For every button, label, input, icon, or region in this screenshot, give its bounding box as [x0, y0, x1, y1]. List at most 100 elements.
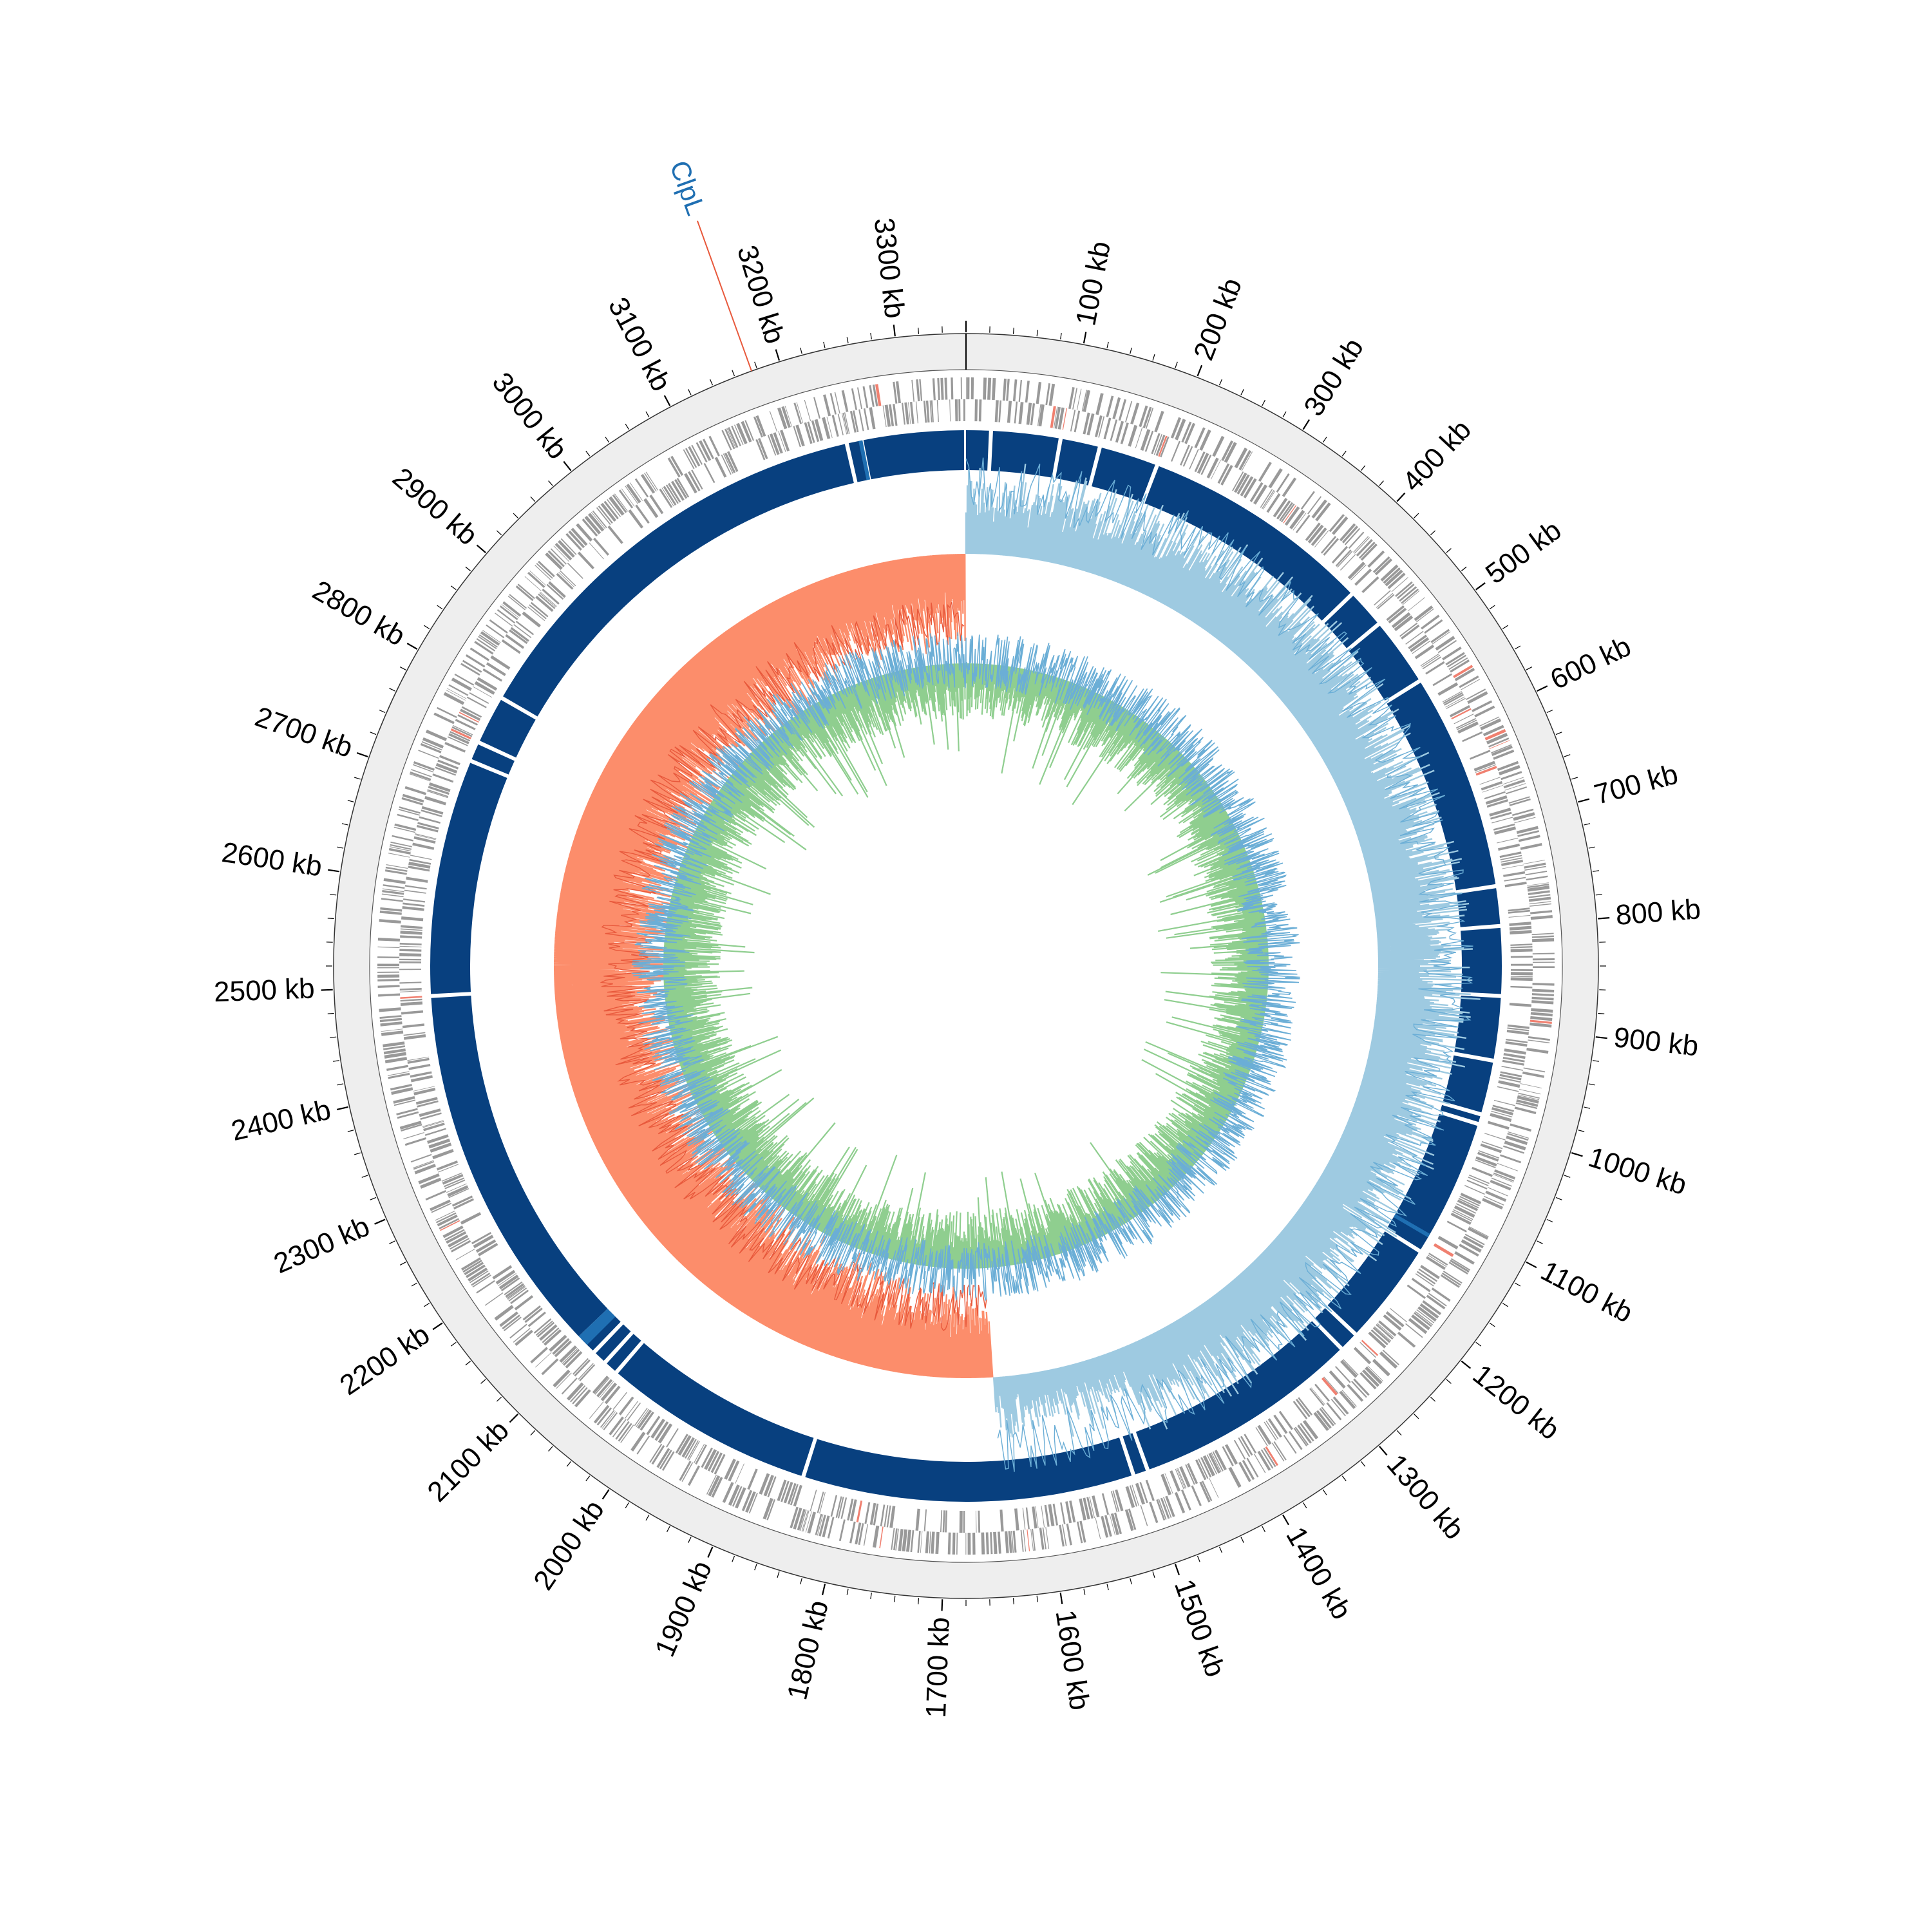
minor-tick	[389, 688, 395, 692]
cds-block	[724, 428, 735, 450]
cds-block	[476, 1280, 495, 1294]
cds-block	[401, 925, 423, 929]
cds-block	[621, 488, 635, 507]
cds-block	[383, 1041, 405, 1048]
cds-block	[1405, 1323, 1423, 1338]
minor-tick	[1361, 465, 1366, 471]
cds-block	[1491, 1177, 1512, 1187]
cds-block	[1454, 714, 1474, 724]
minor-tick	[1489, 605, 1495, 610]
cds-block	[627, 1402, 641, 1421]
cds-block	[404, 889, 426, 894]
cds-block	[1103, 417, 1112, 440]
cds-block	[1037, 404, 1041, 426]
cds-block	[420, 1177, 442, 1189]
cds-block	[869, 407, 876, 430]
cds-block	[509, 594, 527, 609]
cds-block	[1101, 1493, 1110, 1515]
cds-block	[1086, 1497, 1094, 1519]
cds-block	[427, 789, 449, 797]
minor-tick	[732, 370, 735, 377]
minor-tick	[1446, 1379, 1452, 1384]
minor-tick	[1537, 1240, 1543, 1244]
cds-block	[1288, 1430, 1303, 1450]
cds-block	[377, 971, 400, 973]
cds-block	[1493, 1174, 1514, 1183]
cds-block	[753, 416, 763, 438]
cds-block	[1243, 478, 1257, 498]
cds-block	[741, 1490, 753, 1511]
cds-block	[668, 483, 681, 503]
cds-block	[1411, 1278, 1431, 1293]
major-tick	[775, 349, 781, 361]
cds-block	[1115, 1489, 1124, 1511]
cds-block	[452, 724, 473, 735]
cds-block	[1421, 614, 1440, 630]
cds-block	[1510, 930, 1532, 935]
cds-block	[1070, 410, 1076, 431]
cds-block	[1302, 1419, 1319, 1440]
cds-block	[473, 1235, 494, 1249]
cds-block	[421, 806, 444, 815]
cds-block	[459, 712, 479, 723]
cds-block	[403, 1132, 425, 1140]
cds-block	[515, 1329, 533, 1346]
cds-block	[536, 563, 553, 579]
cds-block	[1076, 388, 1082, 411]
cds-block	[515, 620, 535, 636]
cds-block	[873, 1503, 879, 1526]
cds-block	[967, 1532, 971, 1555]
cds-block	[889, 1506, 896, 1528]
cds-block	[398, 808, 420, 816]
cds-block	[495, 612, 513, 627]
minor-tick	[1130, 347, 1132, 354]
minor-tick	[465, 566, 471, 571]
cds-block	[1510, 977, 1533, 981]
cds-block	[1475, 766, 1497, 776]
cds-block	[414, 1164, 436, 1175]
contig-segment	[966, 430, 989, 471]
cds-block	[1081, 390, 1088, 412]
cds-block	[578, 1363, 594, 1380]
cds-block	[399, 952, 422, 957]
cds-block	[404, 786, 427, 795]
minor-tick	[709, 379, 714, 386]
cds-block	[561, 1378, 578, 1395]
cds-block	[1515, 1102, 1538, 1110]
minor-tick	[1461, 566, 1467, 571]
cds-block	[509, 629, 528, 644]
cds-block	[1311, 499, 1327, 519]
cds-block	[978, 399, 982, 422]
cds-block	[1402, 590, 1420, 605]
cds-block	[1459, 1244, 1479, 1257]
cds-block	[1353, 1347, 1372, 1365]
cds-block	[1524, 866, 1546, 871]
cds-block	[1199, 1481, 1211, 1502]
cds-block	[727, 427, 739, 448]
cds-block	[1074, 410, 1081, 433]
cds-block	[1154, 410, 1164, 433]
cds-block	[1510, 969, 1533, 971]
cds-block	[1354, 568, 1372, 586]
cds-block	[1195, 1459, 1207, 1481]
cds-block	[1497, 1086, 1519, 1092]
cds-block	[1501, 771, 1522, 781]
minor-tick	[1341, 450, 1347, 457]
minor-tick	[1584, 1106, 1591, 1109]
cds-block	[1532, 952, 1555, 955]
cds-block	[498, 1273, 516, 1287]
cds-block	[382, 888, 404, 893]
cds-block	[540, 591, 557, 607]
cds-block	[1246, 1457, 1259, 1478]
cds-block	[646, 1416, 661, 1435]
cds-block	[1399, 586, 1417, 602]
cds-block	[679, 1461, 692, 1481]
cds-block	[1211, 459, 1222, 480]
cds-block	[840, 1497, 848, 1519]
cds-block	[842, 412, 849, 435]
cds-block	[940, 377, 944, 400]
cds-block	[1039, 1528, 1045, 1550]
cds-block	[757, 438, 768, 460]
cds-block	[849, 1499, 857, 1522]
cds-block	[1377, 594, 1395, 610]
